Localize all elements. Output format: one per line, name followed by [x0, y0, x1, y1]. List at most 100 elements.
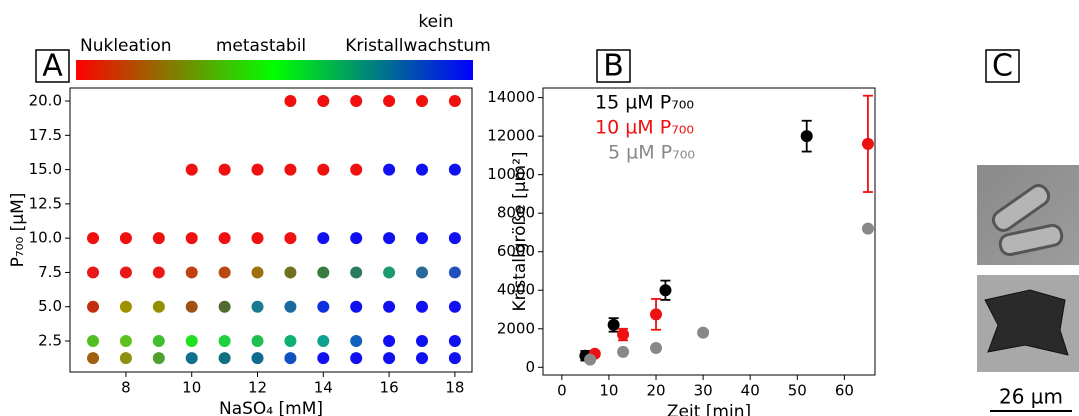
point [350, 95, 363, 108]
y-tick-label: 7.5 [38, 263, 62, 281]
point [284, 232, 297, 245]
point [119, 266, 132, 279]
x-tick-label: 50 [788, 382, 807, 400]
point [317, 266, 330, 279]
point [659, 284, 672, 297]
point [119, 352, 132, 365]
point [415, 266, 428, 279]
point [350, 335, 363, 348]
point [350, 300, 363, 313]
legend-entry: 15 µM P₇₀₀ [595, 92, 694, 114]
y-tick-label: 6000 [497, 242, 535, 260]
point [448, 300, 461, 313]
point [617, 328, 630, 341]
point [415, 335, 428, 348]
point [448, 232, 461, 245]
point [218, 300, 231, 313]
x-tick-label: 0 [557, 382, 567, 400]
x-tick-label: 30 [694, 382, 713, 400]
point [350, 232, 363, 245]
point [251, 300, 264, 313]
point [448, 163, 461, 176]
point [415, 300, 428, 313]
point [415, 232, 428, 245]
point [861, 137, 874, 150]
crystal-cluster [984, 289, 1069, 356]
y-tick-label: 5.0 [38, 297, 62, 315]
point [152, 300, 165, 313]
point [415, 163, 428, 176]
y-tick-label: 2.5 [38, 332, 62, 350]
point [317, 95, 330, 108]
x-tick-label: 10 [182, 379, 201, 397]
y-tick-label: 17.5 [29, 126, 62, 144]
y-tick-label: 10000 [487, 165, 535, 183]
colorbar-label: Nukleation [80, 36, 172, 56]
point [185, 163, 198, 176]
point [383, 335, 396, 348]
crystal [991, 184, 1051, 232]
point [218, 232, 231, 245]
point [617, 345, 630, 358]
y-axis-label: Kristallgröße [µm²] [510, 151, 530, 311]
point [697, 326, 710, 339]
y-tick-label: 15.0 [29, 160, 62, 178]
point [284, 300, 297, 313]
point [383, 95, 396, 108]
point [317, 232, 330, 245]
x-tick-label: 20 [646, 382, 665, 400]
point [87, 352, 100, 365]
point [87, 266, 100, 279]
panel-letter: A [42, 49, 63, 84]
point [448, 266, 461, 279]
point [87, 335, 100, 348]
x-tick-label: 40 [741, 382, 760, 400]
crystal [998, 223, 1064, 257]
point [152, 232, 165, 245]
point [448, 352, 461, 365]
point [218, 266, 231, 279]
panel-letter: B [603, 49, 624, 84]
point [87, 300, 100, 313]
x-axis-label: NaSO₄ [mM] [219, 399, 323, 416]
point [383, 266, 396, 279]
colorbar-label: metastabil [216, 36, 306, 56]
point [448, 95, 461, 108]
point [185, 352, 198, 365]
point [185, 266, 198, 279]
point [185, 232, 198, 245]
legend-entry: 5 µM P₇₀₀ [608, 142, 695, 164]
point [861, 222, 874, 235]
point [218, 352, 231, 365]
x-tick-label: 8 [121, 379, 131, 397]
y-axis-label: P₇₀₀ [µM] [8, 193, 28, 268]
point [251, 352, 264, 365]
point [350, 266, 363, 279]
point [383, 300, 396, 313]
point [119, 335, 132, 348]
point [284, 352, 297, 365]
point [800, 130, 813, 143]
point [284, 335, 297, 348]
point [119, 232, 132, 245]
point [152, 335, 165, 348]
point [185, 335, 198, 348]
legend-entry: 10 µM P₇₀₀ [595, 117, 694, 139]
colorbar-label: kein Kristallwachstum [345, 12, 491, 56]
point [383, 163, 396, 176]
point [152, 266, 165, 279]
point [317, 335, 330, 348]
point [284, 266, 297, 279]
point [448, 335, 461, 348]
point [185, 300, 198, 313]
y-tick-label: 20.0 [29, 92, 62, 110]
y-tick-label: 8000 [497, 204, 535, 222]
panel-letter-box [35, 49, 70, 83]
point [317, 352, 330, 365]
y-tick-label: 12000 [487, 127, 535, 145]
point [284, 163, 297, 176]
point [350, 352, 363, 365]
plot-frame [542, 87, 876, 376]
x-tick-label: 14 [314, 379, 333, 397]
